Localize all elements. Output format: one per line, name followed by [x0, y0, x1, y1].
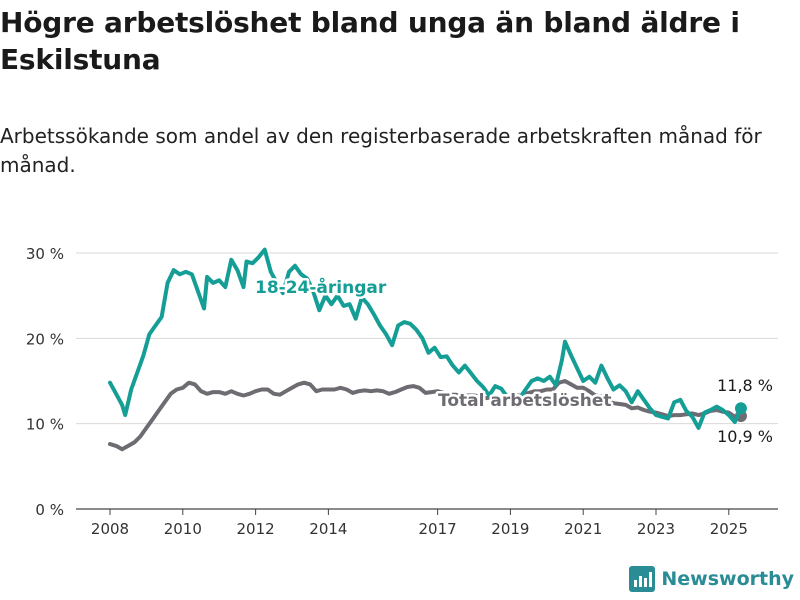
x-tick-label: 2012	[237, 520, 275, 538]
newsworthy-logo-icon	[629, 566, 656, 592]
end-label-total: 10,9 %	[717, 427, 773, 446]
series-label-youth: 18-24-åringar	[255, 276, 387, 298]
x-tick-label: 2023	[637, 520, 675, 538]
x-tick-label: 2025	[710, 520, 748, 538]
x-tick-label: 2014	[309, 520, 347, 538]
series-label-total: Total arbetslöshet	[438, 391, 612, 411]
series-lines	[108, 247, 747, 452]
chart-subtitle: Arbetssökande som andel av den registerb…	[0, 124, 762, 177]
series-line-youth	[108, 247, 743, 430]
x-tick-label: 2017	[419, 520, 457, 538]
series-line-total	[108, 379, 743, 452]
chart-title: Högre arbetslöshet bland unga än bland ä…	[0, 6, 740, 76]
brand-logo: Newsworthy	[629, 566, 794, 592]
end-label-youth: 11,8 %	[717, 376, 773, 395]
y-tick-label: 10 %	[26, 416, 64, 434]
brand-name: Newsworthy	[661, 568, 794, 590]
x-axis: 2008 2010 2012 2014 2017 2019 2021 2023 2025	[91, 509, 748, 538]
end-point-youth	[734, 402, 747, 415]
x-tick-label: 2008	[91, 520, 129, 538]
y-tick-label: 30 %	[26, 245, 64, 263]
y-tick-label: 20 %	[26, 330, 64, 348]
series-labels: 18-24-åringar Total arbetslöshet 11,8 % …	[253, 274, 774, 447]
x-tick-label: 2021	[564, 520, 602, 538]
x-tick-label: 2019	[491, 520, 529, 538]
y-tick-label: 0 %	[35, 501, 64, 519]
x-tick-label: 2010	[164, 520, 202, 538]
y-axis: 0 % 10 % 20 % 30 %	[26, 245, 64, 519]
grid-lines	[76, 252, 778, 510]
